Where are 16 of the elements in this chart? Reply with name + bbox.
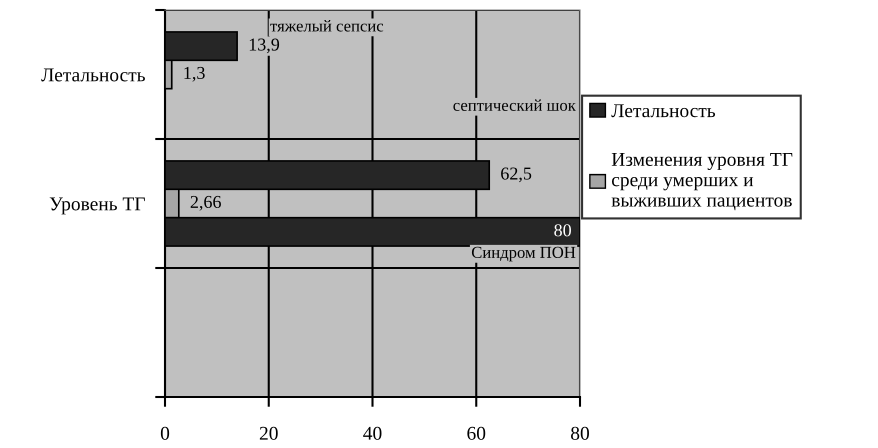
data-label: 80 — [554, 224, 571, 236]
x-tick-label: 80 — [571, 426, 589, 440]
x-tick-label: 60 — [467, 426, 486, 440]
data-label: 62,5 — [501, 168, 532, 182]
x-tick-label: 40 — [363, 426, 382, 440]
data-label: 2,66 — [190, 196, 221, 211]
y-tick-label: Уровень ТГ — [50, 198, 145, 214]
annotation: Синдром ПОН — [472, 246, 576, 262]
x-tick-label: 20 — [260, 426, 278, 440]
annotation: септический шок — [453, 99, 576, 111]
data-label: 13,9 — [250, 38, 280, 54]
legend-label: Летальность — [611, 104, 716, 118]
x-tick-label: 0 — [160, 426, 170, 440]
legend-label: Изменения уровня ТГ среди умерших и выживших пациентов — [612, 153, 792, 210]
data-label: 1,3 — [184, 66, 205, 82]
annotation: тяжелый сепсис — [270, 20, 384, 32]
